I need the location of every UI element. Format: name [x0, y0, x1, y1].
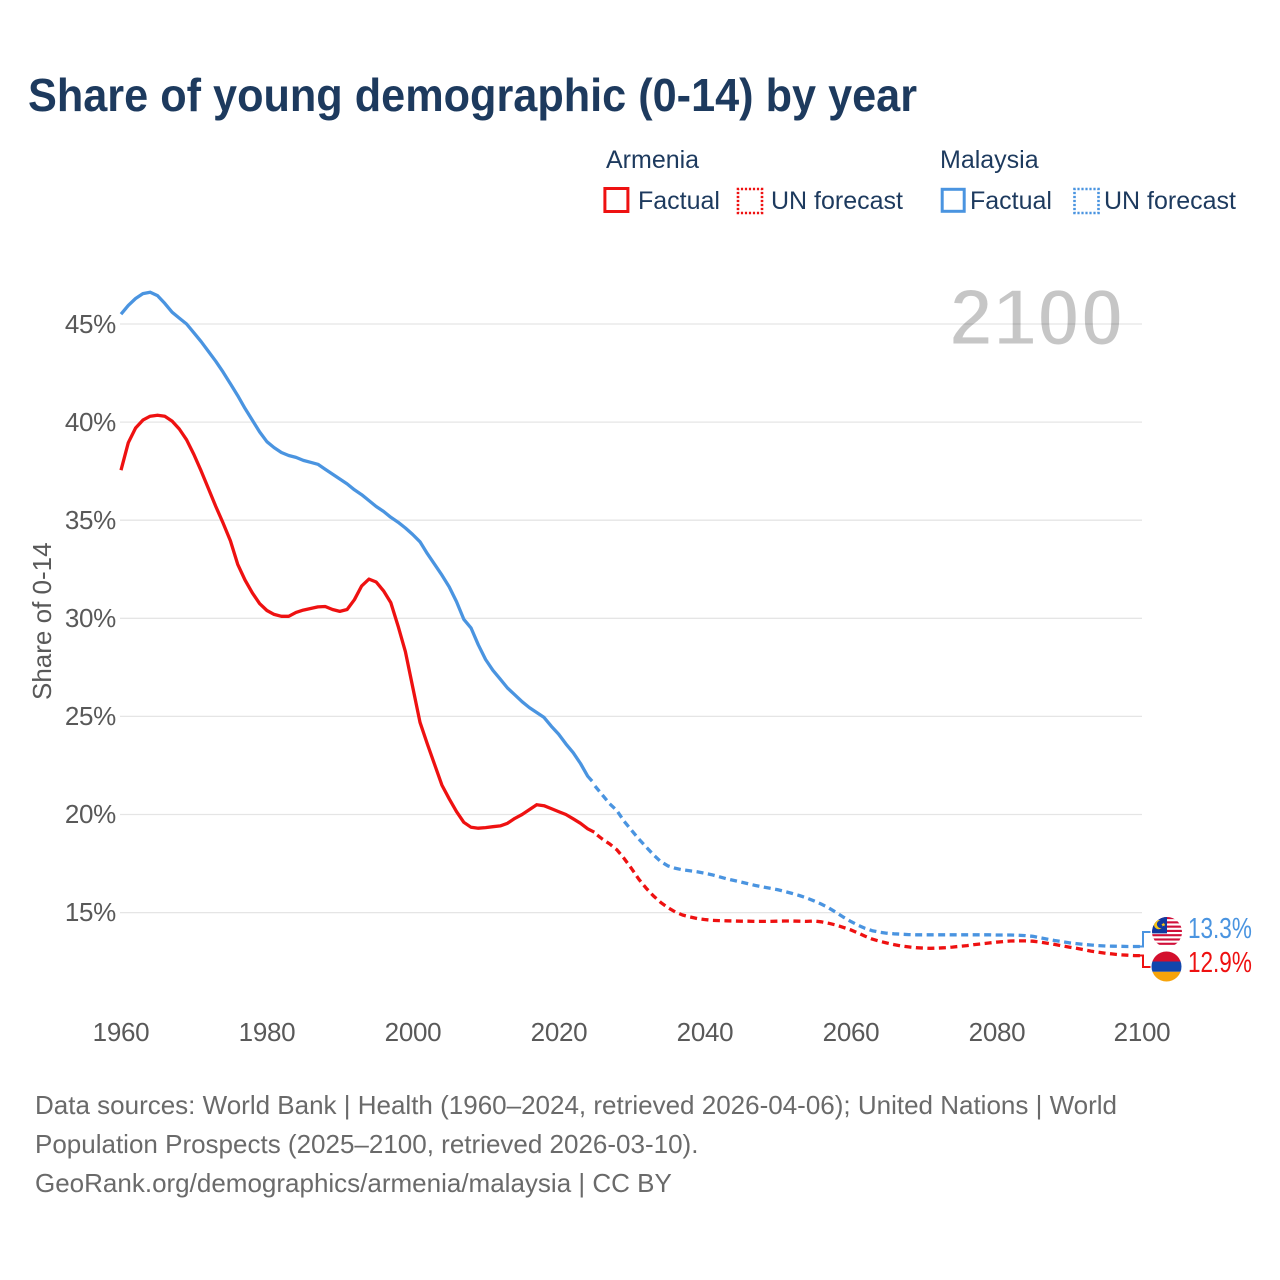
svg-text:2100: 2100 [949, 272, 1124, 362]
